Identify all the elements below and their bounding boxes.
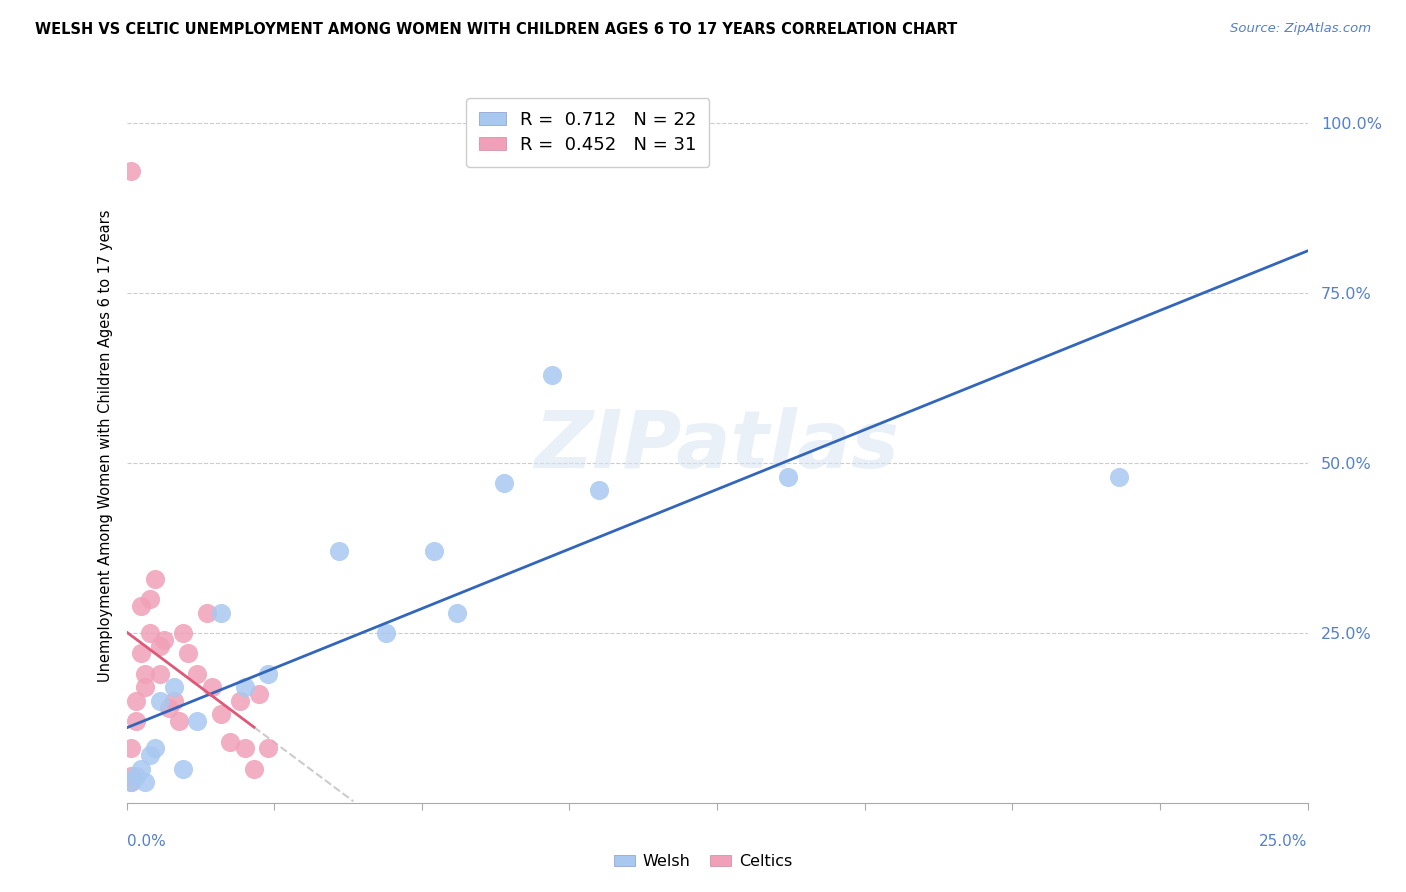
- Point: [129, 646, 152, 660]
- Point: [494, 476, 516, 491]
- Point: [172, 762, 194, 776]
- Point: [177, 646, 200, 660]
- Point: [125, 714, 148, 729]
- Point: [186, 714, 208, 729]
- Point: [120, 775, 142, 789]
- Point: [186, 666, 208, 681]
- Point: [120, 741, 142, 756]
- Y-axis label: Unemployment Among Women with Children Ages 6 to 17 years: Unemployment Among Women with Children A…: [97, 210, 112, 682]
- Point: [139, 626, 162, 640]
- Point: [446, 606, 468, 620]
- Point: [247, 687, 270, 701]
- Point: [229, 694, 252, 708]
- Point: [139, 591, 162, 606]
- Point: [200, 680, 222, 694]
- Point: [149, 666, 172, 681]
- Legend: R =  0.712   N = 22, R =  0.452   N = 31: R = 0.712 N = 22, R = 0.452 N = 31: [467, 98, 710, 167]
- Text: WELSH VS CELTIC UNEMPLOYMENT AMONG WOMEN WITH CHILDREN AGES 6 TO 17 YEARS CORREL: WELSH VS CELTIC UNEMPLOYMENT AMONG WOMEN…: [35, 22, 957, 37]
- Point: [120, 775, 142, 789]
- Point: [149, 640, 172, 654]
- Point: [1108, 469, 1130, 483]
- Point: [233, 741, 256, 756]
- Point: [163, 694, 186, 708]
- Point: [120, 163, 142, 178]
- Point: [134, 680, 156, 694]
- Point: [172, 626, 194, 640]
- Point: [143, 741, 166, 756]
- Text: Source: ZipAtlas.com: Source: ZipAtlas.com: [1230, 22, 1371, 36]
- Point: [167, 714, 190, 729]
- Point: [776, 469, 799, 483]
- Legend: Welsh, Celtics: Welsh, Celtics: [607, 847, 799, 875]
- Point: [195, 606, 218, 620]
- Point: [163, 680, 186, 694]
- Point: [149, 694, 172, 708]
- Point: [125, 694, 148, 708]
- Point: [257, 666, 280, 681]
- Point: [139, 748, 162, 763]
- Point: [120, 769, 142, 783]
- Point: [219, 734, 242, 748]
- Point: [375, 626, 398, 640]
- Point: [233, 680, 256, 694]
- Point: [157, 700, 180, 714]
- Text: ZIPatlas: ZIPatlas: [534, 407, 900, 485]
- Text: 25.0%: 25.0%: [1260, 834, 1308, 849]
- Point: [588, 483, 610, 498]
- Point: [209, 606, 232, 620]
- Point: [143, 572, 166, 586]
- Point: [134, 666, 156, 681]
- Point: [328, 544, 350, 558]
- Point: [243, 762, 266, 776]
- Point: [209, 707, 232, 722]
- Point: [129, 762, 152, 776]
- Point: [153, 632, 176, 647]
- Text: 0.0%: 0.0%: [127, 834, 166, 849]
- Point: [125, 769, 148, 783]
- Point: [422, 544, 444, 558]
- Point: [257, 741, 280, 756]
- Point: [134, 775, 156, 789]
- Point: [129, 599, 152, 613]
- Point: [540, 368, 562, 382]
